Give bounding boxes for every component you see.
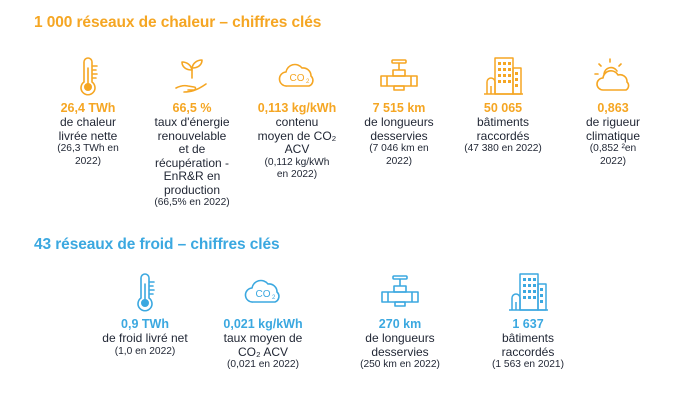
thermometer-icon (80, 57, 98, 96)
kpi-value: 1 637 (512, 317, 544, 331)
buildings-icon (484, 57, 523, 95)
cold-kpi-buildings: 1 637 bâtiments raccordés (1 563 en 2021) (478, 270, 578, 372)
heat-section-title: 1 000 réseaux de chaleur – chiffres clés (34, 14, 322, 31)
kpi-reference: (0,021 en 2022) (227, 359, 299, 370)
heat-kpi-buildings: 50 065 bâtiments raccordés (47 380 en 202… (450, 54, 556, 156)
kpi-reference: (1,0 en 2022) (114, 345, 176, 357)
heat-kpi-network-length: 7 515 km de longueurs desservies (7 046 k… (350, 54, 448, 168)
cold-kpi-network-length: 270 km de longueurs desservies (250 km en… (340, 270, 460, 372)
kpi-value: 50 065 (483, 101, 523, 115)
kpi-reference: (0,112 kg/kWh en 2022) (264, 156, 330, 181)
pipe-valve-icon (380, 59, 418, 91)
kpi-reference: (250 km en 2022) (360, 359, 440, 370)
cold-kpi-energy: 0,9 TWh de froid livré net (1,0 en 2022) (90, 270, 200, 358)
kpi-description: bâtiments raccordés (476, 115, 530, 143)
cold-section-title: 43 réseaux de froid – chiffres clés (34, 236, 280, 253)
kpi-reference: (66,5% en 2022) (154, 197, 230, 208)
kpi-value: 0,113 kg/kWh (257, 101, 337, 115)
svg-text:CO: CO (290, 73, 305, 84)
svg-text:2: 2 (272, 295, 276, 301)
kpi-value: 26,4 TWh (60, 101, 116, 115)
heat-kpi-energy: 26,4 TWh de chaleur livrée nette (26,3 TW… (42, 54, 134, 168)
kpi-description: de longueurs desservies (364, 115, 434, 143)
kpi-description: contenu moyen de CO₂ ACV (257, 115, 337, 156)
kpi-description: taux d'énergie renouvelable et de récupérat… (154, 115, 230, 197)
sun-cloud-icon (594, 58, 630, 91)
kpi-description: taux moyen de CO₂ ACV (223, 331, 303, 359)
kpi-description: bâtiments raccordés (501, 331, 555, 359)
svg-text:2: 2 (306, 79, 310, 85)
kpi-value: 0,863 (597, 101, 629, 115)
kpi-value: 0,9 TWh (121, 317, 169, 331)
kpi-value: 270 km (378, 317, 422, 331)
co2-cloud-icon: CO 2 (278, 63, 314, 87)
kpi-value: 7 515 km (372, 101, 426, 115)
pipe-valve-icon (381, 275, 419, 307)
kpi-reference: (1 563 en 2021) (492, 359, 564, 370)
svg-text:CO: CO (256, 289, 271, 300)
kpi-reference: (26,3 TWh en 2022) (57, 143, 119, 167)
kpi-description: de longueurs desservies (365, 331, 435, 359)
kpi-reference: (0,852 ²en 2022) (589, 143, 637, 167)
kpi-description: de rigueur climatique (585, 115, 641, 143)
plant-in-hand-icon (175, 59, 207, 93)
heat-kpi-renewable: 66,5 % taux d'énergie renouvelable et de ré… (138, 54, 246, 210)
kpi-value: 0,021 kg/kWh (223, 317, 303, 331)
kpi-reference: (47 380 en 2022) (464, 143, 542, 154)
kpi-description: de chaleur livrée nette (58, 115, 118, 143)
cold-kpi-co2: CO 2 0,021 kg/kWh taux moyen de CO₂ ACV (… (210, 270, 316, 372)
kpi-description: de froid livré net (102, 331, 188, 345)
heat-kpi-co2: CO 2 0,113 kg/kWh contenu moyen de CO₂ ACV… (244, 54, 350, 182)
kpi-reference: (7 046 km en 2022) (369, 143, 429, 167)
heat-kpi-climate-severity: 0,863 de rigueur climatique (0,852 ²en 202… (566, 54, 660, 168)
buildings-icon (509, 273, 548, 311)
co2-cloud-icon: CO 2 (244, 279, 280, 303)
thermometer-icon (137, 273, 155, 312)
kpi-value: 66,5 % (172, 101, 212, 115)
